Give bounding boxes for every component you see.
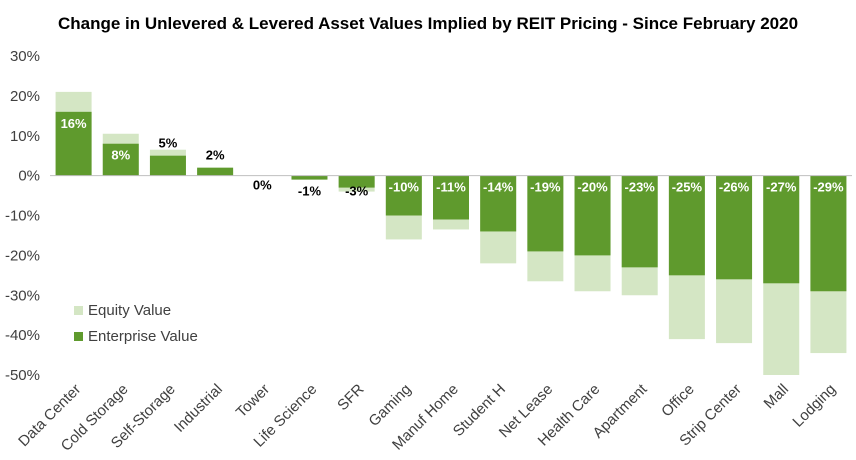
y-tick-label: -10% <box>5 208 40 225</box>
data-label: -25% <box>672 180 703 195</box>
category-label: Office <box>658 381 698 421</box>
enterprise-bar <box>621 175 658 268</box>
data-label: -20% <box>577 180 608 195</box>
enterprise-bar <box>433 175 469 220</box>
data-label: 2% <box>206 148 225 163</box>
y-tick-label: -30% <box>5 287 40 304</box>
category-label: Industrial <box>171 381 226 436</box>
data-label: -10% <box>389 180 420 195</box>
chart-title: Change in Unlevered & Levered Asset Valu… <box>57 14 799 33</box>
data-label: -23% <box>625 180 656 195</box>
enterprise-bar <box>338 175 375 188</box>
data-label: -1% <box>298 184 322 199</box>
enterprise-bar <box>527 175 564 252</box>
enterprise-bar <box>197 167 234 176</box>
data-label: -14% <box>483 180 514 195</box>
y-tick-label: 10% <box>10 128 40 145</box>
enterprise-bar <box>763 175 800 284</box>
enterprise-bar <box>291 175 328 180</box>
y-tick-label: 0% <box>18 168 40 185</box>
enterprise-bar <box>102 143 139 176</box>
data-label: -27% <box>766 180 797 195</box>
enterprise-bar <box>810 175 847 292</box>
category-label: Tower <box>233 381 273 421</box>
enterprise-bar <box>716 175 753 280</box>
data-label: 16% <box>61 116 87 131</box>
enterprise-bar <box>149 155 186 176</box>
data-label: -3% <box>345 184 369 199</box>
data-label: 0% <box>253 178 272 193</box>
enterprise-bar <box>480 175 517 232</box>
legend-label: Equity Value <box>88 302 171 319</box>
legend-swatch <box>74 332 83 341</box>
y-tick-label: 30% <box>10 48 40 65</box>
enterprise-bar <box>55 111 92 176</box>
category-label: SFR <box>334 381 367 414</box>
y-tick-label: -50% <box>5 367 40 384</box>
category-label: Mall <box>761 381 792 412</box>
data-label: 5% <box>159 136 178 151</box>
data-label: -29% <box>813 180 844 195</box>
data-label: -19% <box>530 180 561 195</box>
y-tick-label: -40% <box>5 327 40 344</box>
category-label: Lodging <box>789 381 839 431</box>
y-tick-label: -20% <box>5 247 40 264</box>
legend-label: Enterprise Value <box>88 328 198 345</box>
enterprise-bar <box>574 175 611 256</box>
data-label: -26% <box>719 180 750 195</box>
enterprise-bar <box>385 175 422 216</box>
data-label: 8% <box>111 148 130 163</box>
legend-swatch <box>74 306 83 315</box>
enterprise-bar <box>668 175 705 276</box>
y-tick-label: 20% <box>10 88 40 105</box>
data-label: -11% <box>436 180 466 195</box>
